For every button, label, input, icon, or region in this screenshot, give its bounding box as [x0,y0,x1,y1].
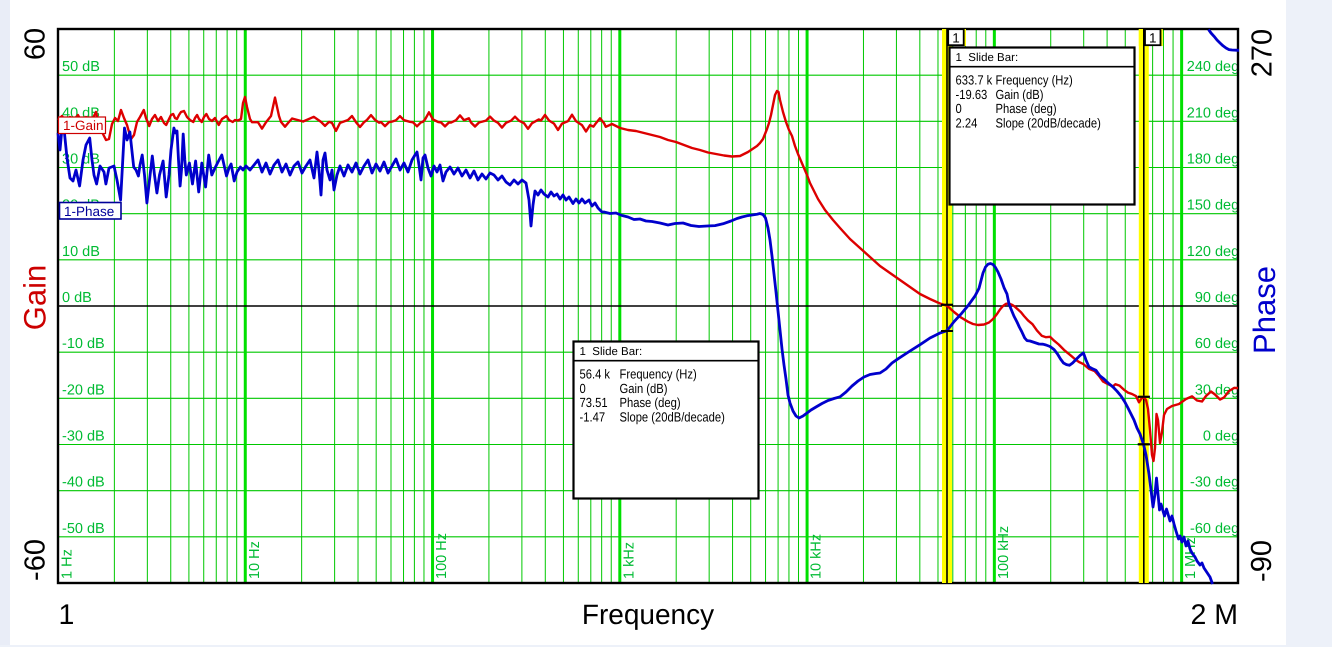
svg-text:-30 deg: -30 deg [1190,475,1239,491]
svg-text:180 deg: 180 deg [1187,152,1239,168]
svg-text:1 Hz: 1 Hz [60,549,76,579]
svg-text:0 dB: 0 dB [62,290,92,306]
svg-text:-90: -90 [1246,540,1278,582]
svg-text:Slope (20dB/decade): Slope (20dB/decade) [620,409,725,424]
svg-text:2.24: 2.24 [956,115,978,130]
svg-text:-40 dB: -40 dB [62,475,105,491]
svg-text:633.7 k: 633.7 k [956,73,993,88]
svg-text:90 deg: 90 deg [1195,290,1239,306]
svg-text:270: 270 [1247,29,1279,77]
svg-text:10 Hz: 10 Hz [247,541,263,579]
svg-text:-50 dB: -50 dB [62,521,105,537]
svg-text:56.4 k: 56.4 k [580,367,611,382]
svg-text:-10 dB: -10 dB [62,336,105,352]
svg-text:1 kHz: 1 kHz [621,542,637,579]
svg-text:210 deg: 210 deg [1187,105,1239,121]
svg-text:30 deg: 30 deg [1195,382,1239,398]
svg-text:Phase: Phase [1247,266,1282,354]
svg-text:120 deg: 120 deg [1187,244,1239,260]
svg-text:-19.63: -19.63 [956,87,988,102]
svg-text:2 M: 2 M [1190,599,1238,631]
svg-text:150 deg: 150 deg [1187,198,1239,214]
svg-text:1-Phase: 1-Phase [64,204,114,219]
svg-text:-30 dB: -30 dB [62,429,105,445]
svg-text:Frequency: Frequency [582,599,714,630]
svg-text:Frequency (Hz): Frequency (Hz) [996,73,1073,88]
svg-text:-1.47: -1.47 [580,409,606,424]
svg-text:50 dB: 50 dB [62,59,100,75]
svg-text:73.51: 73.51 [580,395,608,410]
svg-text:Phase (deg): Phase (deg) [620,395,681,410]
svg-text:Frequency (Hz): Frequency (Hz) [620,367,697,382]
svg-text:-60: -60 [20,539,52,581]
svg-text:Gain (dB): Gain (dB) [620,381,668,396]
svg-text:Slope (20dB/decade): Slope (20dB/decade) [996,115,1101,130]
svg-text:0: 0 [956,101,962,116]
svg-text:Gain: Gain [18,265,53,330]
svg-text:1: 1 [952,30,960,45]
svg-text:100 Hz: 100 Hz [434,533,450,579]
svg-text:Phase (deg): Phase (deg) [996,101,1057,116]
svg-text:1 MHz: 1 MHz [1183,537,1199,579]
svg-text:0 deg: 0 deg [1203,429,1239,445]
svg-text:240 deg: 240 deg [1187,59,1239,75]
svg-text:1 Slide Bar:: 1 Slide Bar: [956,52,1019,64]
svg-text:10 kHz: 10 kHz [809,534,825,579]
svg-text:Gain (dB): Gain (dB) [996,87,1044,102]
svg-text:0: 0 [580,381,586,396]
svg-text:10 dB: 10 dB [62,244,100,260]
svg-text:1: 1 [59,599,75,631]
svg-text:60 deg: 60 deg [1195,336,1239,352]
svg-text:1 Slide Bar:: 1 Slide Bar: [580,346,643,358]
svg-text:-20 dB: -20 dB [62,382,105,398]
svg-text:-60 deg: -60 deg [1190,521,1239,537]
svg-text:60: 60 [20,28,52,60]
svg-text:100 kHz: 100 kHz [996,526,1012,579]
svg-text:1-Gain: 1-Gain [63,118,104,133]
svg-text:1: 1 [1149,30,1157,45]
